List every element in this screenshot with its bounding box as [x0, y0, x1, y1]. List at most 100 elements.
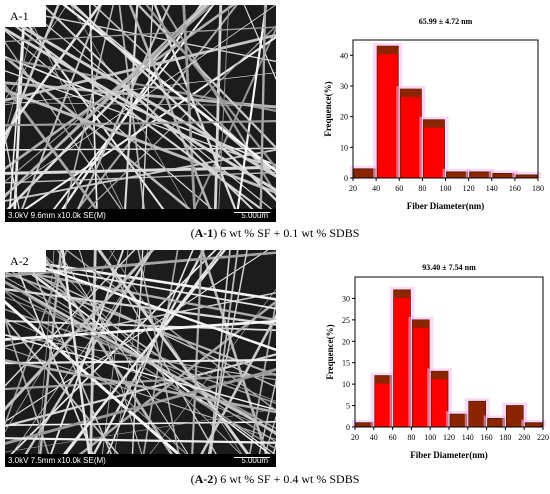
y-tick-label: 30 [340, 82, 348, 91]
histogram-bar [412, 319, 430, 428]
fiber [5, 26, 276, 43]
fiber [5, 5, 276, 195]
x-tick-label: 120 [443, 433, 455, 442]
histogram-bar [524, 422, 543, 428]
bar-cap [431, 371, 448, 380]
histogram-a2: 20 40 60 80 100 120 140 160 180 200 220 0 5 10 15 20 25 3… [325, 263, 549, 460]
fiber [5, 57, 276, 112]
x-tick-label: 40 [372, 184, 380, 193]
x-tick-label: 60 [395, 184, 403, 193]
fiber [5, 421, 276, 426]
bar-cap [374, 375, 392, 384]
y-tick-label: 30 [342, 294, 350, 303]
x-tick-label: 20 [351, 433, 359, 442]
fiber [137, 250, 180, 454]
fiber [23, 250, 113, 454]
caption-text: 6 wt % SF + 0.1 wt % SDBS [217, 226, 360, 240]
sem-scale-label: 5.00um [241, 456, 268, 465]
fiber [5, 5, 236, 171]
histogram-bar [492, 172, 515, 179]
fiber [248, 296, 276, 454]
scale-bar [234, 212, 270, 213]
fiber [5, 88, 276, 195]
histogram-bar [353, 168, 376, 179]
fiber [5, 317, 119, 454]
fiber [213, 5, 223, 209]
fiber [243, 5, 276, 81]
sem-scale-label: 5.00um [241, 211, 268, 220]
fiber [5, 300, 181, 454]
x-tick-label: 80 [407, 433, 415, 442]
fiber [5, 290, 188, 454]
fiber [5, 72, 276, 106]
fiber [37, 250, 55, 454]
fiber [236, 5, 268, 209]
fiber [5, 408, 276, 453]
y-tick-label: 0 [344, 174, 348, 183]
bar-cap [423, 119, 445, 128]
sem-params: 3.0kV 7.5mm x10.0k SE(M) [8, 456, 106, 465]
fiber [8, 5, 26, 209]
histogram-bar [393, 289, 411, 428]
fiber-texture [5, 250, 276, 454]
sem-tag: A-1 [5, 5, 46, 27]
fiber [61, 250, 91, 454]
fiber [207, 250, 248, 454]
fiber [5, 359, 276, 414]
stats-annotation: 65.99 ± 4.72 nm [419, 17, 473, 26]
fiber [5, 250, 155, 412]
fiber [5, 334, 276, 411]
x-tick-label: 160 [481, 433, 493, 442]
fiber [124, 5, 139, 209]
histogram-bar [469, 171, 492, 179]
x-tick-label: 180 [499, 433, 511, 442]
fiber [264, 415, 276, 454]
caption-id: A-2 [194, 472, 214, 486]
panel-a1: A-1 3.0kV 9.6mm x10.0k SE(M) 5.00um 20 40… [5, 5, 544, 240]
y-tick-label: 10 [340, 143, 348, 152]
fiber [56, 250, 189, 454]
fiber [5, 437, 276, 444]
fiber [5, 266, 276, 443]
fiber [65, 250, 223, 454]
x-tick-label: 160 [509, 184, 521, 193]
fiber [5, 17, 263, 209]
y-axis-label: Frequence(%) [325, 324, 335, 379]
x-tick-label: 40 [370, 433, 378, 442]
caption-a1: (A-1) 6 wt % SF + 0.1 wt % SDBS [190, 226, 360, 240]
histogram-bar [487, 418, 505, 428]
fiber [5, 15, 276, 178]
fiber [5, 5, 60, 145]
bar-cap [400, 89, 422, 98]
fiber [141, 5, 154, 209]
bar-cap [412, 319, 430, 328]
fiber [5, 368, 276, 445]
fiber [136, 5, 276, 150]
fiber [200, 250, 268, 454]
y-tick-label: 0 [346, 423, 350, 432]
scale-bar [234, 457, 270, 458]
fiber [5, 120, 276, 127]
x-tick-label: 100 [424, 433, 436, 442]
sem-info-bar: 3.0kV 7.5mm x10.0k SE(M) 5.00um [5, 454, 276, 467]
fiber [5, 147, 276, 151]
bar-cap [377, 46, 399, 55]
histogram-bar [355, 422, 374, 428]
x-axis-label: Fiber Diameter(nm) [407, 201, 485, 211]
fiber [5, 289, 276, 430]
caption-id: A-1 [194, 226, 214, 240]
y-tick-label: 15 [342, 359, 350, 368]
histogram-bar [449, 413, 468, 428]
caption-a2: (A-2) 6 wt % SF + 0.4 wt % SDBS [190, 472, 360, 486]
histogram-bar [446, 171, 469, 179]
y-tick-label: 20 [340, 113, 348, 122]
fiber [193, 26, 276, 209]
fiber [5, 133, 20, 209]
x-tick-label: 200 [518, 433, 530, 442]
y-tick-label: 5 [346, 402, 350, 411]
x-tick-label: 100 [440, 184, 452, 193]
histogram-bar [430, 370, 449, 428]
fiber [50, 250, 125, 454]
fiber [106, 250, 194, 454]
fiber [72, 5, 276, 202]
